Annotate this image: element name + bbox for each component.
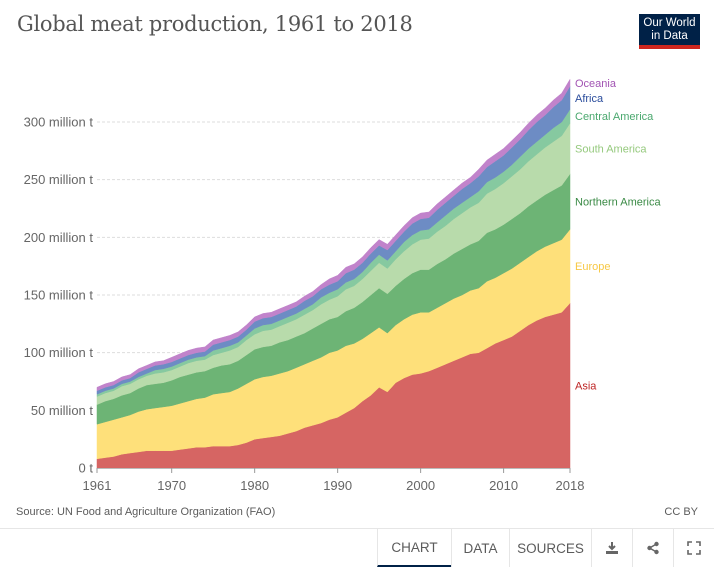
stacked-area-chart: 0 t 50 million t 100 million t 150 million …	[24, 78, 662, 494]
legend-label-south-america[interactable]: South America	[575, 144, 647, 156]
x-tick-label: 2010	[489, 478, 518, 493]
x-tick-label: 1970	[157, 478, 186, 493]
chart-controls: CHART DATA SOURCES	[377, 529, 714, 567]
area-series	[96, 78, 571, 469]
y-tick-label: 300 million t	[24, 115, 94, 130]
y-tick-label: 50 million t	[31, 403, 94, 418]
legend-label-africa[interactable]: Africa	[575, 93, 604, 105]
legend: Asia Europe Northern America South America C…	[575, 78, 661, 393]
legend-label-oceania[interactable]: Oceania	[575, 78, 617, 90]
logo-line-1: Our World	[643, 17, 696, 29]
footer-divider	[0, 528, 714, 529]
fullscreen-button[interactable]	[673, 529, 714, 567]
y-tick-label: 0 t	[79, 461, 94, 476]
area-oceania[interactable]	[96, 78, 571, 392]
y-tick-label: 100 million t	[24, 345, 94, 360]
tab-sources[interactable]: SOURCES	[509, 529, 591, 567]
y-tick-label: 200 million t	[24, 230, 94, 245]
y-tick-label: 250 million t	[24, 172, 94, 187]
source-note: Source: UN Food and Agriculture Organiza…	[16, 506, 276, 518]
axes: 0 t 50 million t 100 million t 150 million …	[24, 115, 585, 494]
x-tick-label: 2018	[556, 478, 585, 493]
logo-accent-bar	[639, 45, 700, 49]
legend-label-northern-america[interactable]: Northern America	[575, 197, 661, 209]
x-tick-label: 1961	[83, 478, 112, 493]
license-link[interactable]: CC BY	[664, 506, 698, 518]
download-icon	[606, 542, 618, 554]
x-tick-label: 1980	[240, 478, 269, 493]
chart-title: Global meat production, 1961 to 2018	[17, 12, 413, 36]
legend-label-asia[interactable]: Asia	[575, 381, 597, 393]
x-tick-label: 2000	[406, 478, 435, 493]
tab-chart[interactable]: CHART	[377, 529, 451, 567]
owid-logo[interactable]: Our World in Data	[639, 14, 700, 49]
legend-label-central-america[interactable]: Central America	[575, 111, 654, 123]
y-tick-label: 150 million t	[24, 288, 94, 303]
x-tick-label: 1990	[323, 478, 352, 493]
tab-data[interactable]: DATA	[451, 529, 509, 567]
share-icon	[647, 541, 659, 555]
logo-line-2: in Data	[651, 30, 688, 42]
share-button[interactable]	[632, 529, 673, 567]
download-button[interactable]	[591, 529, 632, 567]
fullscreen-icon	[687, 541, 701, 555]
legend-label-europe[interactable]: Europe	[575, 261, 610, 273]
